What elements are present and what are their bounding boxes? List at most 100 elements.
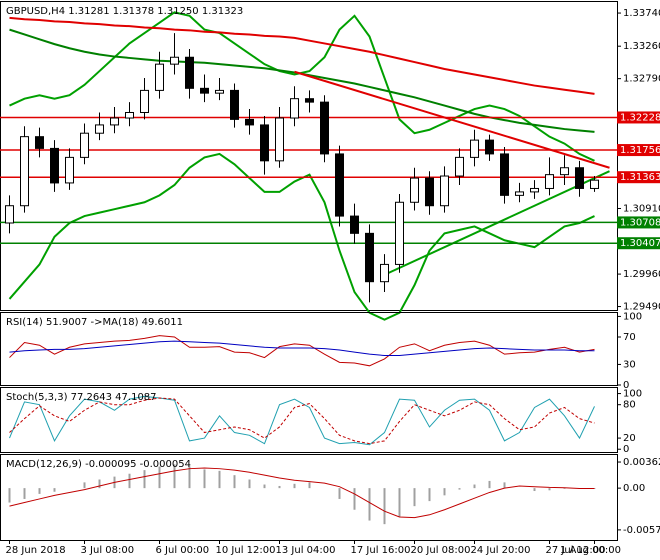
level-label: 1.31756 bbox=[620, 145, 660, 156]
candle-body bbox=[260, 124, 269, 162]
y-tick-label: 20 bbox=[623, 433, 636, 444]
candle-body bbox=[140, 89, 149, 113]
level-tag bbox=[617, 216, 660, 229]
candle-body bbox=[560, 167, 569, 176]
candle-body bbox=[200, 87, 209, 94]
histogram-bar bbox=[23, 488, 26, 499]
histogram-bar bbox=[53, 488, 56, 492]
y-tick-label: 30 bbox=[623, 359, 636, 370]
candle-body bbox=[215, 89, 224, 94]
histogram-bar bbox=[368, 488, 371, 521]
candle-body bbox=[95, 124, 104, 134]
candle-body bbox=[515, 191, 524, 196]
y-tick-label: 1.30910 bbox=[623, 203, 660, 214]
histogram-bar bbox=[563, 488, 566, 489]
indicator-line bbox=[9, 467, 595, 519]
histogram-bar bbox=[293, 483, 296, 489]
candle-body bbox=[395, 201, 404, 265]
x-tick-label: 6 Jul 00:00 bbox=[156, 545, 210, 556]
histogram-bar bbox=[278, 485, 281, 489]
histogram-bar bbox=[533, 488, 536, 492]
candle-body bbox=[350, 215, 359, 234]
x-tick-label: 10 Jul 12:00 bbox=[216, 545, 276, 556]
candle-body bbox=[110, 117, 119, 126]
histogram-bar bbox=[503, 482, 506, 489]
candle-body bbox=[575, 167, 584, 189]
candle-body bbox=[530, 187, 539, 193]
pane-frame bbox=[0, 312, 618, 386]
histogram-bar bbox=[398, 488, 401, 517]
pane-title: RSI(14) 51.9007 ->MA(18) 49.6011 bbox=[6, 317, 183, 328]
histogram-bar bbox=[338, 488, 341, 499]
y-tick-label: 1.33740 bbox=[623, 8, 660, 19]
y-tick-label: 100 bbox=[623, 389, 642, 400]
candle-body bbox=[185, 56, 194, 89]
indicator-line bbox=[9, 11, 595, 162]
histogram-bar bbox=[98, 479, 101, 489]
histogram-bar bbox=[218, 470, 221, 489]
histogram-bar bbox=[143, 470, 146, 489]
histogram-bar bbox=[428, 488, 431, 502]
candle-body bbox=[50, 147, 59, 184]
x-tick-label: 28 Jun 2018 bbox=[6, 545, 66, 556]
x-tick-label: 13 Jul 04:00 bbox=[276, 545, 336, 556]
level-label: 1.32228 bbox=[620, 112, 660, 123]
x-tick-label: 1 Aug 00:00 bbox=[560, 545, 621, 556]
histogram-bar bbox=[308, 482, 311, 489]
candle-body bbox=[5, 205, 14, 224]
pane-frame bbox=[0, 1, 618, 311]
candle-body bbox=[335, 153, 344, 217]
candle-body bbox=[20, 136, 29, 207]
pane-title: MACD(12,26,9) -0.000095 -0.000054 bbox=[6, 459, 191, 470]
histogram-bar bbox=[8, 488, 11, 503]
pane-frame bbox=[0, 387, 618, 453]
histogram-bar bbox=[443, 488, 446, 496]
candle-body bbox=[80, 132, 89, 158]
y-tick-label: -0.005797 bbox=[623, 525, 660, 536]
y-tick-label: 0 bbox=[623, 380, 629, 391]
level-label: 1.30407 bbox=[620, 238, 660, 249]
y-tick-label: 0 bbox=[623, 444, 629, 455]
histogram-bar bbox=[413, 488, 416, 507]
histogram-bar bbox=[83, 482, 86, 489]
histogram-bar bbox=[263, 484, 266, 489]
histogram-bar bbox=[203, 469, 206, 489]
trend-line bbox=[294, 70, 610, 169]
y-tick-label: 0.00 bbox=[623, 483, 645, 494]
candle-body bbox=[305, 98, 314, 103]
pane-title: GBPUSD,H4 1.31281 1.31378 1.31250 1.3132… bbox=[6, 6, 243, 17]
level-label: 1.30708 bbox=[620, 217, 660, 228]
candle-body bbox=[455, 156, 464, 177]
candle-body bbox=[245, 118, 254, 126]
x-tick-label: 3 Jul 08:00 bbox=[81, 545, 135, 556]
y-tick-label: 80 bbox=[623, 400, 636, 411]
histogram-bar bbox=[188, 466, 191, 489]
level-tag bbox=[617, 237, 660, 250]
candle-body bbox=[425, 177, 434, 207]
pane-title: Stoch(5,3,3) 77.2643 47.1087 bbox=[6, 392, 157, 403]
indicator-line bbox=[8, 152, 595, 321]
y-tick-label: 1.33260 bbox=[623, 41, 660, 52]
histogram-bar bbox=[383, 488, 386, 525]
candle-body bbox=[410, 177, 419, 203]
candle-body bbox=[125, 111, 134, 119]
histogram-bar bbox=[488, 480, 491, 489]
indicator-line bbox=[9, 16, 595, 95]
histogram-bar bbox=[458, 488, 461, 490]
y-tick-label: 1.32790 bbox=[623, 74, 660, 85]
histogram-bar bbox=[233, 475, 236, 489]
candle-body bbox=[470, 139, 479, 158]
candle-body bbox=[545, 174, 554, 189]
x-tick-label: 17 Jul 16:00 bbox=[351, 545, 411, 556]
y-tick-label: 1.29490 bbox=[623, 302, 660, 313]
y-tick-label: 1.29960 bbox=[623, 269, 660, 280]
candle-body bbox=[320, 101, 329, 155]
candle-body bbox=[155, 63, 164, 91]
x-tick-label: 27 Jul 12:00 bbox=[546, 545, 606, 556]
x-tick-label: 20 Jul 08:00 bbox=[411, 545, 471, 556]
candle-body bbox=[230, 89, 239, 120]
histogram-bar bbox=[158, 466, 161, 489]
y-tick-label: 70 bbox=[623, 332, 636, 343]
